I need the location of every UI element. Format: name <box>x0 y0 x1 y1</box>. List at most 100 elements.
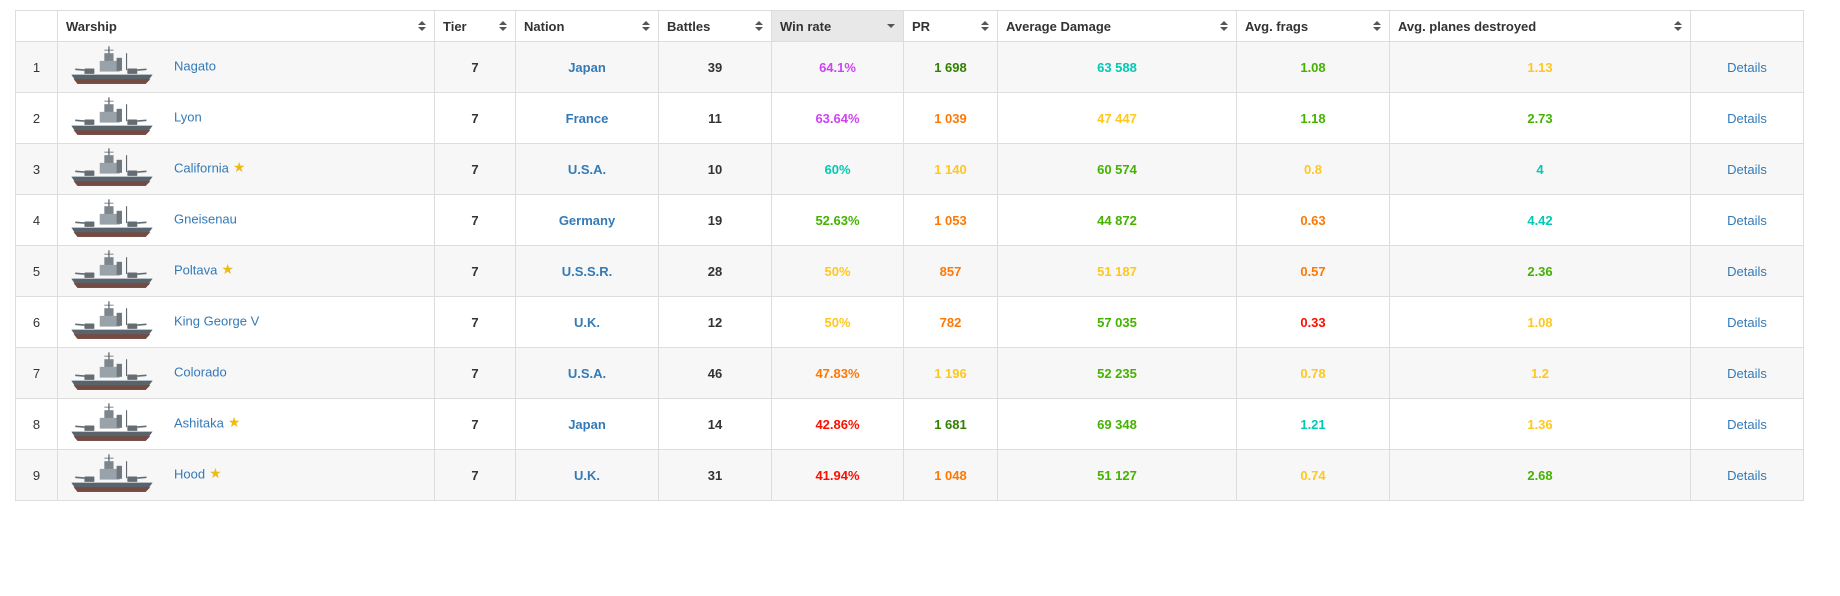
avg-frags-cell: 1.21 <box>1236 398 1390 450</box>
ship-image <box>66 95 158 141</box>
average-damage-cell: 51 187 <box>997 245 1237 297</box>
details-cell: Details <box>1690 347 1804 399</box>
column-header-battles[interactable]: Battles <box>658 10 772 42</box>
column-header-win-rate[interactable]: Win rate <box>771 10 904 42</box>
column-header-tier[interactable]: Tier <box>434 10 516 42</box>
nation-link[interactable]: U.S.A. <box>567 365 607 381</box>
nation-cell: Japan <box>515 41 659 93</box>
details-link[interactable]: Details <box>1727 263 1767 279</box>
pr-cell: 1 140 <box>903 143 998 195</box>
avg-frags-cell: 0.8 <box>1236 143 1390 195</box>
warship-link[interactable]: California <box>174 160 229 176</box>
win-rate-cell: 52.63% <box>771 194 904 246</box>
premium-star-icon: ★ <box>221 261 234 278</box>
warship-link[interactable]: Hood <box>174 466 206 482</box>
details-link[interactable]: Details <box>1727 59 1767 75</box>
details-link[interactable]: Details <box>1727 314 1767 330</box>
column-label: Nation <box>524 18 565 34</box>
details-link[interactable]: Details <box>1727 416 1767 432</box>
details-cell: Details <box>1690 143 1804 195</box>
warship-cell: Nagato <box>57 41 435 93</box>
nation-link[interactable]: Japan <box>568 59 606 75</box>
warship-link[interactable]: King George V <box>174 313 260 329</box>
details-link[interactable]: Details <box>1727 161 1767 177</box>
nation-cell: U.S.S.R. <box>515 245 659 297</box>
average-damage-cell: 60 574 <box>997 143 1237 195</box>
tier-cell: 7 <box>434 296 516 348</box>
warship-link[interactable]: Nagato <box>174 58 216 74</box>
win-rate-cell: 64.1% <box>771 41 904 93</box>
avg-planes-destroyed-cell: 1.36 <box>1389 398 1691 450</box>
warship-link[interactable]: Gneisenau <box>174 211 237 227</box>
sort-both-icon <box>1373 21 1381 31</box>
warship-cell: California ★ <box>57 143 435 195</box>
avg-planes-destroyed-cell: 1.13 <box>1389 41 1691 93</box>
ship-image <box>66 146 158 192</box>
sort-both-icon <box>1674 21 1682 31</box>
battles-cell: 10 <box>658 143 772 195</box>
column-header-avg-planes-destroyed[interactable]: Avg. planes destroyed <box>1389 10 1691 42</box>
avg-frags-cell: 1.18 <box>1236 92 1390 144</box>
nation-link[interactable]: Germany <box>558 212 616 228</box>
nation-cell: Germany <box>515 194 659 246</box>
win-rate-cell: 50% <box>771 296 904 348</box>
sort-both-icon <box>642 21 650 31</box>
nation-cell: U.K. <box>515 296 659 348</box>
warship-link[interactable]: Poltava <box>174 262 218 278</box>
column-label: Tier <box>443 18 467 34</box>
details-cell: Details <box>1690 296 1804 348</box>
details-link[interactable]: Details <box>1727 467 1767 483</box>
table-row: 2 Lyon 7 Fra <box>15 92 1804 144</box>
avg-frags-cell: 0.74 <box>1236 449 1390 501</box>
column-header-average-damage[interactable]: Average Damage <box>997 10 1237 42</box>
column-header-rank <box>15 10 58 42</box>
nation-link[interactable]: U.S.A. <box>567 161 607 177</box>
warship-link[interactable]: Colorado <box>174 364 227 380</box>
details-link[interactable]: Details <box>1727 110 1767 126</box>
nation-link[interactable]: U.K. <box>574 314 600 330</box>
nation-cell: U.K. <box>515 449 659 501</box>
table-row: 7 Colorado 7 <box>15 347 1804 399</box>
nation-link[interactable]: Japan <box>568 416 606 432</box>
details-link[interactable]: Details <box>1727 212 1767 228</box>
header-row: Warship Tier Nation Battles Win rate <box>15 10 1804 42</box>
column-label: Avg. frags <box>1245 18 1309 34</box>
win-rate-cell: 41.94% <box>771 449 904 501</box>
details-cell: Details <box>1690 92 1804 144</box>
avg-planes-destroyed-cell: 1.08 <box>1389 296 1691 348</box>
nation-link[interactable]: U.K. <box>574 467 600 483</box>
tier-cell: 7 <box>434 245 516 297</box>
warship-cell: Poltava ★ <box>57 245 435 297</box>
rank-cell: 2 <box>15 92 58 144</box>
premium-star-icon: ★ <box>232 159 246 176</box>
warship-link[interactable]: Lyon <box>174 109 202 125</box>
column-label: Battles <box>667 18 711 34</box>
details-cell: Details <box>1690 41 1804 93</box>
rank-cell: 3 <box>15 143 58 195</box>
nation-cell: U.S.A. <box>515 347 659 399</box>
nation-link[interactable]: U.S.S.R. <box>561 263 613 279</box>
column-header-warship[interactable]: Warship <box>57 10 435 42</box>
average-damage-cell: 51 127 <box>997 449 1237 501</box>
column-header-avg-frags[interactable]: Avg. frags <box>1236 10 1390 42</box>
details-link[interactable]: Details <box>1727 365 1767 381</box>
average-damage-cell: 63 588 <box>997 41 1237 93</box>
battles-cell: 11 <box>658 92 772 144</box>
ship-image <box>66 401 158 447</box>
column-label: Avg. planes destroyed <box>1398 18 1537 34</box>
average-damage-cell: 57 035 <box>997 296 1237 348</box>
average-damage-cell: 44 872 <box>997 194 1237 246</box>
column-header-nation[interactable]: Nation <box>515 10 659 42</box>
avg-planes-destroyed-cell: 2.36 <box>1389 245 1691 297</box>
column-header-pr[interactable]: PR <box>903 10 998 42</box>
avg-planes-destroyed-cell: 4 <box>1389 143 1691 195</box>
column-label: PR <box>912 18 931 34</box>
warship-stats-table-container: Warship Tier Nation Battles Win rate <box>15 10 1804 501</box>
win-rate-cell: 63.64% <box>771 92 904 144</box>
column-label: Win rate <box>780 18 832 34</box>
battles-cell: 19 <box>658 194 772 246</box>
rank-cell: 9 <box>15 449 58 501</box>
average-damage-cell: 47 447 <box>997 92 1237 144</box>
nation-link[interactable]: France <box>565 110 609 126</box>
warship-link[interactable]: Ashitaka <box>174 415 224 431</box>
